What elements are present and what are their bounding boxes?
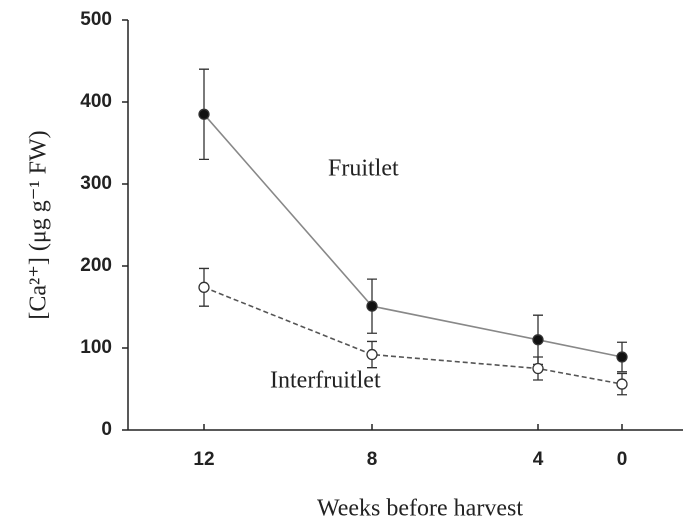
series-label: Fruitlet <box>328 156 399 182</box>
y-tick-label: 0 <box>101 419 112 440</box>
marker <box>366 348 378 361</box>
marker <box>366 300 378 312</box>
x-tick-label: 0 <box>617 449 628 470</box>
series-line <box>203 113 623 358</box>
marker <box>532 334 544 346</box>
marker <box>616 378 628 390</box>
marker <box>532 362 544 375</box>
marker <box>616 351 628 363</box>
x-tick-label: 8 <box>367 449 378 470</box>
y-tick-label: 400 <box>80 91 112 112</box>
y-axis-label: [Ca²⁺] (μg g⁻¹ FW) <box>26 130 52 319</box>
y-tick-label: 100 <box>80 337 112 358</box>
series-line <box>203 286 623 385</box>
y-tick-label: 200 <box>80 255 112 276</box>
series-label: Interfruitlet <box>270 368 381 394</box>
marker <box>198 108 210 120</box>
y-tick-label: 500 <box>80 9 112 30</box>
x-axis-label: Weeks before harvest <box>317 496 523 522</box>
marker <box>198 281 210 293</box>
x-tick-label: 12 <box>193 449 214 470</box>
y-tick-label: 300 <box>80 173 112 194</box>
x-tick-label: 4 <box>533 449 544 470</box>
